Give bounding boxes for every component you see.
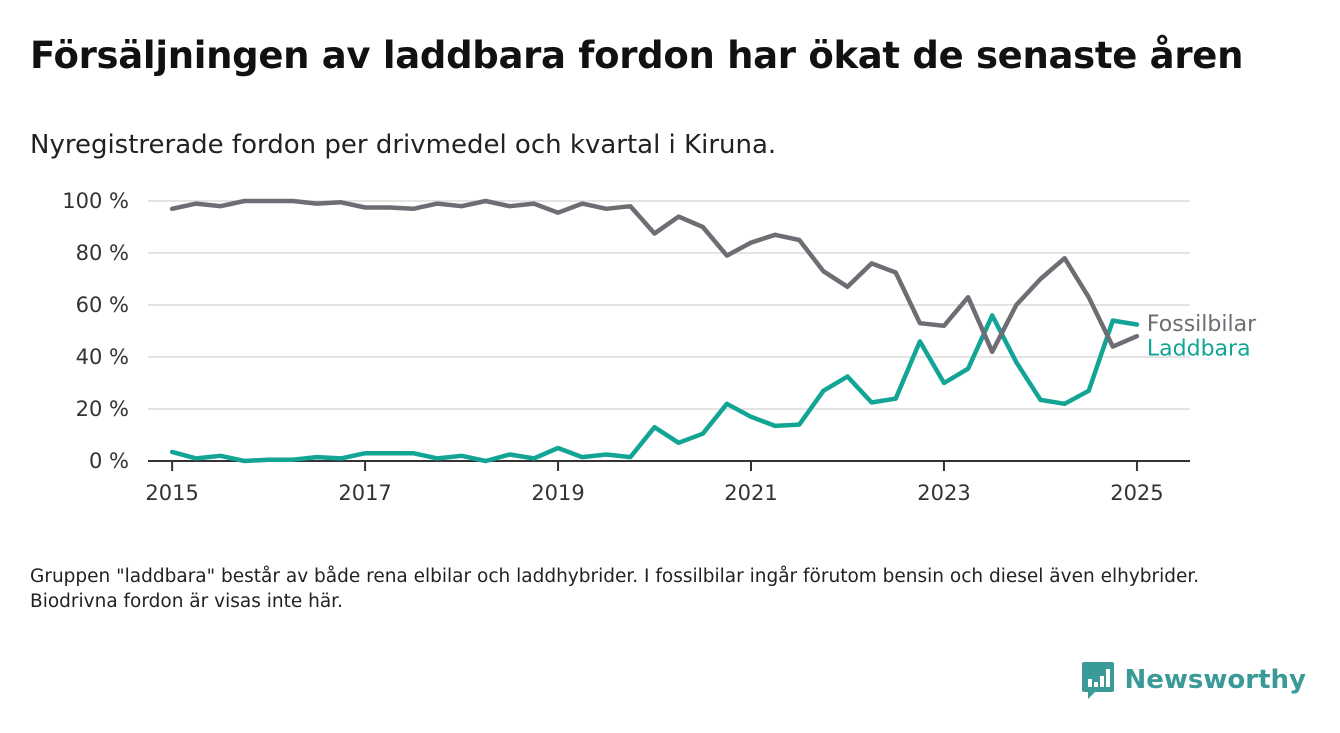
y-tick-label: 0 % xyxy=(89,449,129,473)
y-tick-label: 60 % xyxy=(76,293,129,317)
series-line-fossilbilar xyxy=(169,198,1140,355)
gridlines xyxy=(148,200,1190,410)
chart-subtitle: Nyregistrerade fordon per drivmedel och … xyxy=(30,130,777,160)
x-tick-label: 2025 xyxy=(1110,481,1163,505)
series-label-fossilbilar: Fossilbilar xyxy=(1147,312,1257,337)
x-tick-label: 2015 xyxy=(145,481,198,505)
footnote: Gruppen "laddbara" består av både rena e… xyxy=(30,566,1200,612)
series-label-laddbara: Laddbara xyxy=(1147,337,1251,362)
x-axis-ticks: 2015 2017 2019 2021 2023 2025 xyxy=(145,461,1164,505)
x-tick-label: 2017 xyxy=(338,481,391,505)
series-labels: Laddbara Fossilbilar xyxy=(1147,312,1257,361)
x-tick-label: 2021 xyxy=(724,481,777,505)
series-lines xyxy=(169,198,1140,464)
newsworthy-logo-icon xyxy=(1081,662,1114,699)
brand-logo: Newsworthy xyxy=(1081,660,1306,700)
y-tick-label: 40 % xyxy=(76,345,129,369)
x-tick-label: 2019 xyxy=(531,481,584,505)
chart-title: Försäljningen av laddbara fordon har öka… xyxy=(30,34,1244,77)
y-tick-label: 80 % xyxy=(76,241,129,265)
series-line-laddbara xyxy=(169,313,1140,464)
y-tick-label: 100 % xyxy=(62,189,129,213)
brand-name: Newsworthy xyxy=(1124,665,1306,695)
x-tick-label: 2023 xyxy=(917,481,970,505)
y-tick-label: 20 % xyxy=(76,397,129,421)
y-axis-ticks: 0 % 20 % 40 % 60 % 80 % 100 % xyxy=(62,189,129,473)
